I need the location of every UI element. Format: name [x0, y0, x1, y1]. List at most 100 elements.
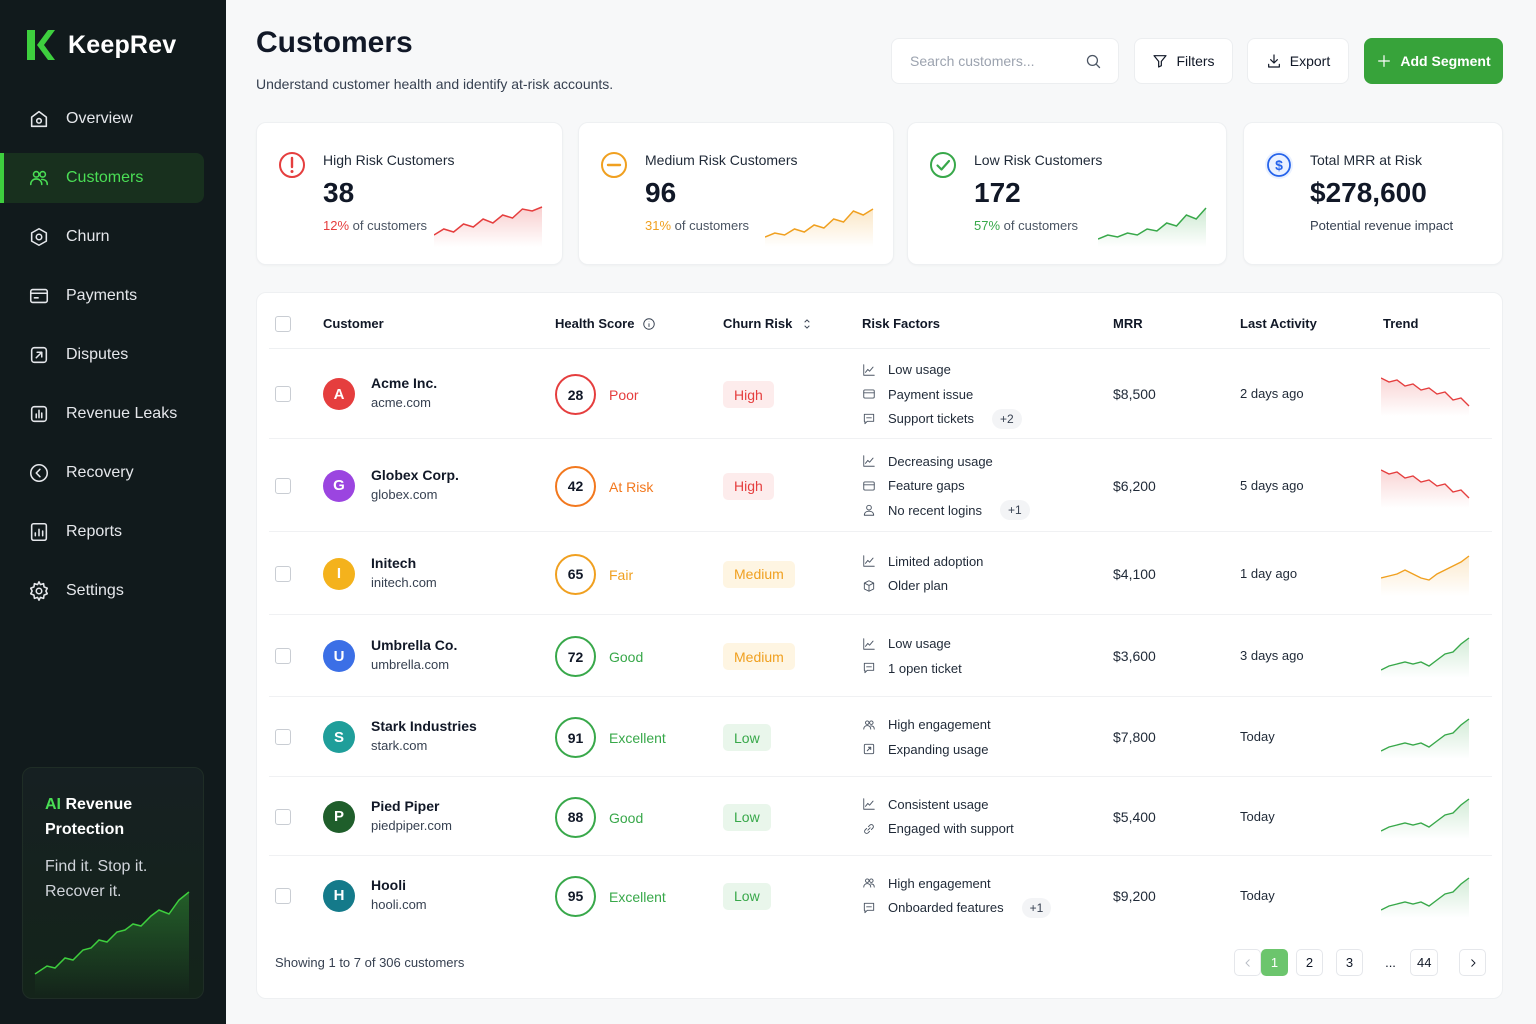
customer-name[interactable]: Globex Corp. [371, 466, 459, 483]
stat-card-medium-risk-customers[interactable]: Medium Risk Customers 96 31% of customers [578, 122, 894, 265]
mrr-value: $7,800 [1113, 729, 1156, 745]
stat-card-low-risk-customers[interactable]: Low Risk Customers 172 57% of customers [907, 122, 1227, 265]
table-row[interactable]: A Acme Inc. acme.com 28 Poor High Low usage Pay… [257, 349, 1504, 439]
customer-name[interactable]: Stark Industries [371, 718, 477, 734]
mrr-value: $4,100 [1113, 565, 1156, 582]
sidebar-item-reports[interactable]: Reports [0, 507, 226, 557]
sidebar-item-disputes[interactable]: Disputes [0, 330, 226, 380]
trend-sparkline [1381, 468, 1470, 508]
customer-name[interactable]: Pied Piper [371, 797, 440, 814]
stat-note: Potential revenue impact [1310, 218, 1454, 233]
mrr-value: $6,200 [1113, 477, 1156, 494]
column-header-mrr[interactable]: MRR [1113, 316, 1143, 331]
customer-domain: piedpiper.com [371, 817, 452, 833]
link-icon [864, 823, 874, 834]
sort-icon[interactable] [800, 317, 814, 331]
search-input[interactable] [892, 39, 1082, 83]
customer-domain: globex.com [371, 486, 438, 502]
sidebar-item-recovery[interactable]: Recovery [0, 448, 226, 498]
sidebar-item-customers[interactable]: Customers [0, 153, 204, 203]
column-header-risk-factors[interactable]: Risk Factors [862, 316, 940, 331]
row-checkbox[interactable] [275, 477, 291, 494]
sidebar-item-overview[interactable]: Overview [0, 94, 226, 144]
health-score-ring: 88 [555, 796, 596, 838]
more-factors-pill[interactable]: +1 [1021, 897, 1052, 918]
sidebar-item-label: Churn [66, 228, 110, 245]
customer-name[interactable]: Acme Inc. [371, 375, 438, 391]
more-factors-pill[interactable]: +2 [992, 408, 1022, 429]
users-icon [863, 720, 875, 730]
more-factors-pill[interactable]: +1 [999, 500, 1030, 520]
stat-card-high-risk-customers[interactable]: High Risk Customers 38 12% of customers [256, 122, 563, 265]
row-checkbox[interactable] [275, 729, 291, 745]
stat-pct-value: 57% [974, 218, 1001, 233]
row-divider [269, 614, 1492, 615]
info-icon[interactable] [642, 317, 656, 331]
sidebar-item-settings[interactable]: Settings [0, 566, 226, 616]
row-checkbox[interactable] [275, 565, 291, 582]
table-row[interactable]: S Stark Industries stark.com 91 Excellent Low… [257, 697, 1504, 777]
health-score-label: At Risk [609, 478, 654, 495]
filters-button[interactable]: Filters [1134, 38, 1233, 84]
risk-factor: 1 open ticket [862, 659, 962, 677]
risk-factor: Low usage [862, 635, 951, 653]
mrr-value: $8,500 [1113, 386, 1156, 402]
trend-sparkline [1381, 876, 1470, 918]
table-row[interactable]: H Hooli hooli.com 95 Excellent Low High engage… [257, 856, 1504, 935]
last-activity: 1 day ago [1240, 565, 1298, 581]
svg-text:$: $ [1275, 157, 1283, 173]
stat-card-total-mrr-at-risk[interactable]: $ Total MRR at Risk $278,600 Potential reve… [1243, 122, 1503, 265]
churn-risk-badge: High [723, 472, 774, 500]
risk-factor: Onboarded features +1 [862, 897, 1052, 918]
ai-revenue-protection-card[interactable]: AI Revenue Protection Find it. Stop it. … [22, 767, 204, 999]
page-button[interactable]: 2 [1296, 949, 1323, 976]
risk-factor: Decreasing usage [862, 452, 993, 470]
row-checkbox[interactable] [275, 808, 291, 825]
table-row[interactable]: G Globex Corp. globex.com 42 At Risk High Decr… [257, 439, 1504, 532]
add-segment-button[interactable]: Add Segment [1364, 38, 1503, 84]
column-header-health-score[interactable]: Health Score [555, 316, 656, 331]
table-row[interactable]: P Pied Piper piedpiper.com 88 Good Low Consist… [257, 777, 1504, 856]
customer-name[interactable]: Hooli [371, 876, 406, 893]
column-header-customer[interactable]: Customer [323, 316, 384, 331]
check-circle-icon [930, 152, 956, 178]
column-header-mrr-label: MRR [1113, 316, 1143, 331]
health-score-label: Good [609, 649, 644, 665]
risk-factor: Feature gaps [862, 477, 965, 495]
ai-card-title-text: Revenue Protection [45, 796, 133, 838]
sidebar-item-revenue-leaks[interactable]: Revenue Leaks [0, 389, 226, 439]
prev-page-button[interactable] [1234, 949, 1261, 976]
select-all-checkbox[interactable] [275, 316, 291, 332]
export-button[interactable]: Export [1247, 38, 1349, 84]
table-row[interactable]: U Umbrella Co. umbrella.com 72 Good Medium Low… [257, 615, 1504, 697]
table-row[interactable]: I Initech initech.com 65 Fair Medium Limited a… [257, 532, 1504, 615]
customer-name[interactable]: Umbrella Co. [371, 637, 458, 653]
customer-domain: acme.com [371, 395, 431, 410]
risk-factor-text: Older plan [888, 578, 948, 594]
health-score-ring: 91 [555, 717, 596, 758]
dispute-icon [30, 346, 48, 364]
row-checkbox[interactable] [275, 386, 291, 402]
search-icon[interactable] [1085, 53, 1102, 70]
health-score-ring: 65 [555, 553, 596, 595]
row-divider [269, 438, 1492, 439]
row-checkbox[interactable] [275, 887, 291, 904]
risk-factor: Payment issue [862, 385, 973, 403]
page-button[interactable]: 1 [1261, 949, 1288, 976]
churn-icon [30, 227, 48, 247]
customer-name[interactable]: Initech [371, 554, 417, 571]
column-header-last-activity[interactable]: Last Activity [1240, 316, 1317, 331]
brand[interactable]: KeepRev [24, 28, 176, 62]
sidebar-item-payments[interactable]: Payments [0, 271, 226, 321]
page-button[interactable]: 3 [1336, 949, 1363, 976]
page-button[interactable]: 44 [1410, 949, 1439, 976]
trend-sparkline [1381, 377, 1470, 416]
last-activity: Today [1240, 808, 1275, 824]
column-header-churn-risk[interactable]: Churn Risk [723, 316, 814, 331]
stat-percentage: 12% of customers [323, 218, 427, 233]
search-box[interactable] [891, 38, 1119, 84]
next-page-button[interactable] [1459, 949, 1486, 976]
row-checkbox[interactable] [275, 648, 291, 664]
column-header-trend[interactable]: Trend [1383, 316, 1418, 331]
sidebar-item-churn[interactable]: Churn [0, 212, 226, 262]
